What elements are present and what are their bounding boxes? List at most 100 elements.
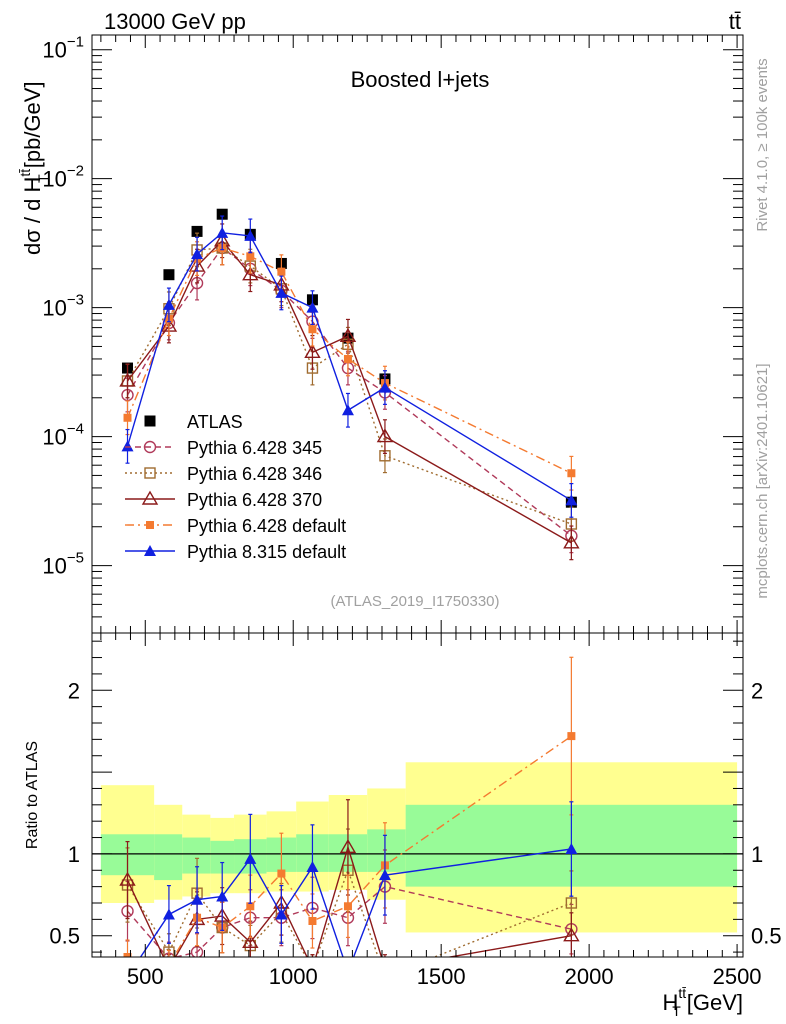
legend-entry: Pythia 6.428 370 [125, 490, 322, 510]
data-point [163, 269, 175, 281]
legend: ATLAS Pythia 6.428 345 Pythia 6.428 346 Pyt… [125, 412, 346, 562]
data-point [304, 343, 321, 359]
ratio-point [339, 838, 357, 854]
data-point [123, 413, 132, 422]
y-tick-label: 10−4 [42, 421, 84, 450]
x-tick-label: 500 [127, 964, 164, 989]
ratio-point [565, 897, 578, 909]
data-point [339, 327, 357, 342]
series-line [126, 232, 572, 502]
data-point [308, 325, 317, 334]
data-point [191, 225, 203, 237]
ratio-point [343, 902, 352, 911]
data-point [563, 534, 580, 549]
ratio-point [380, 972, 390, 982]
ratio-line [127, 735, 572, 957]
x-axis-label-main: H [663, 990, 679, 1015]
ratio-y-tick-label-right: 2 [751, 678, 763, 703]
ratio-line [139, 848, 572, 957]
series-pythia-8-315-default [121, 215, 578, 518]
ratio-point [162, 908, 175, 920]
data-point [275, 286, 288, 298]
data-point [378, 381, 391, 393]
y-tick-exponent: −4 [67, 421, 84, 438]
ratio-y-tick-label-left: 1 [68, 842, 80, 867]
data-point [244, 229, 257, 241]
data-point [567, 469, 576, 478]
y-axis-label-sub: T [35, 174, 51, 183]
legend-entry: Pythia 6.428 346 [125, 464, 322, 484]
data-point [246, 252, 255, 261]
ratio-point [567, 732, 576, 741]
ratio-point [378, 961, 392, 973]
ratio-point [216, 890, 229, 902]
side-label-mcplots: mcplots.cern.ch [arXiv:2401.10621] [754, 363, 771, 598]
ratio-point [165, 961, 173, 969]
ratio-bands [100, 762, 738, 933]
data-point [216, 208, 228, 220]
ratio-point [342, 966, 354, 977]
y-tick-base: 10 [42, 425, 66, 450]
legend-label: Pythia 6.428 370 [187, 490, 322, 510]
y-axis-label-units: [pb/GeV] [20, 81, 45, 168]
ratio-point [123, 953, 132, 957]
data-point [121, 440, 134, 452]
y-tick-base: 10 [42, 296, 66, 321]
y-axis-label-main: dσ / d H [20, 177, 45, 255]
legend-entry: ATLAS [144, 412, 243, 432]
x-axis-label-units: [GeV] [687, 990, 743, 1015]
ratio-point [277, 869, 286, 878]
legend-marker [141, 490, 159, 505]
legend-entry: Pythia 6.428 default [125, 516, 346, 536]
ratio-point [191, 893, 204, 905]
y-axis-label-sup: tt̄ [17, 169, 33, 177]
data-point [277, 267, 286, 276]
y-tick-exponent: −2 [67, 163, 84, 180]
legend-marker [146, 521, 154, 529]
ratio-point [565, 843, 578, 854]
ratio-point [119, 871, 136, 886]
y-tick-label: 10−2 [42, 163, 84, 192]
x-tick-label: 2500 [713, 964, 762, 989]
data-point [216, 226, 229, 238]
ratio-line [126, 868, 572, 957]
main-series [119, 208, 580, 561]
ratio-point [308, 917, 317, 925]
ratio-point [306, 861, 319, 872]
ratio-line [126, 885, 572, 957]
y-tick-label: 10−1 [42, 34, 84, 63]
legend-label: Pythia 6.428 346 [187, 464, 322, 484]
analysis-label: (ATLAS_2019_I1750330) [330, 593, 499, 610]
ratio-y-axis-label: Ratio to ATLAS [24, 741, 41, 849]
y-tick-exponent: −3 [67, 292, 84, 309]
legend-entry: Pythia 6.428 345 [125, 438, 322, 458]
legend-marker [144, 545, 156, 556]
y-tick-label: 10−3 [42, 292, 84, 321]
ratio-line [126, 844, 572, 957]
ratio-point [163, 946, 175, 957]
legend-label: Pythia 6.428 default [187, 516, 346, 536]
ratio-point [242, 933, 259, 948]
data-point [565, 494, 578, 506]
band-inner [182, 837, 211, 874]
ratio-point [378, 869, 391, 881]
series-line [126, 247, 572, 537]
y-tick-exponent: −1 [67, 34, 84, 51]
header-right: tt̄ [729, 9, 741, 34]
series-line [126, 239, 572, 544]
ratio-y-tick-label-left: 2 [68, 678, 80, 703]
legend-marker [144, 467, 156, 479]
header-left: 13000 GeV pp [104, 9, 246, 34]
ratio-y-tick-label-right: 1 [751, 842, 763, 867]
ratio-pythia-8-315-default [139, 801, 578, 977]
y-tick-base: 10 [42, 167, 66, 192]
band-inner [154, 834, 183, 881]
y-tick-exponent: −5 [67, 550, 84, 567]
y-tick-base: 10 [42, 554, 66, 579]
data-point [341, 404, 354, 416]
legend-label: Pythia 8.315 default [187, 542, 346, 562]
y-axis-label: dσ / d Htt̄T [pb/GeV] [17, 81, 51, 255]
ratio-point [563, 927, 580, 942]
ratio-point [244, 852, 257, 864]
